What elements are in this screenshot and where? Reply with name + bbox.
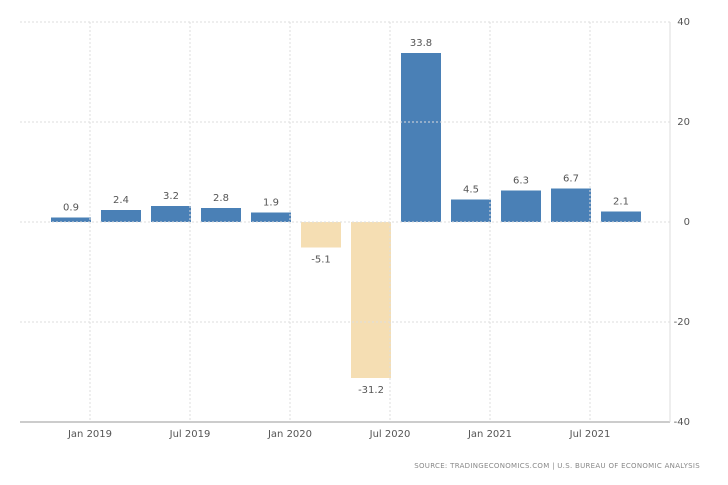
source: SOURCE: TRADINGECONOMICS.COM | U.S. BURE… (414, 462, 700, 470)
bar (51, 217, 91, 222)
value-label: 33.8 (410, 38, 432, 49)
x-tick-label: Jan 2019 (67, 429, 112, 440)
x-tick-label: Jul 2020 (369, 429, 411, 440)
bar (151, 206, 191, 222)
y-tick-label: 40 (677, 17, 690, 28)
bar (301, 222, 341, 248)
bar (251, 212, 291, 222)
value-label: 2.8 (213, 193, 229, 204)
x-tick-label: Jul 2021 (569, 429, 611, 440)
value-label: 4.5 (463, 185, 479, 196)
bar (351, 222, 391, 378)
bar (401, 53, 441, 222)
value-label: 6.3 (513, 176, 529, 187)
value-label: 1.9 (263, 198, 279, 209)
bar (101, 210, 141, 222)
value-label: 2.1 (613, 197, 629, 208)
value-label: 0.9 (63, 203, 79, 214)
bar (551, 188, 591, 222)
y-tick-label: -40 (674, 417, 690, 428)
bar (451, 199, 491, 222)
value-label: -31.2 (358, 385, 384, 396)
value-label: -5.1 (311, 255, 331, 266)
y-tick-label: 20 (677, 117, 690, 128)
x-tick-label: Jan 2021 (467, 429, 512, 440)
bar (601, 211, 641, 222)
bar (201, 208, 241, 222)
value-label: 6.7 (563, 174, 579, 185)
value-label: 2.4 (113, 195, 129, 206)
bar (501, 190, 541, 222)
value-label: 3.2 (163, 191, 179, 202)
y-tick-label: -20 (674, 317, 690, 328)
y-tick-label: 0 (684, 217, 690, 228)
x-tick-label: Jul 2019 (169, 429, 211, 440)
x-tick-label: Jan 2020 (267, 429, 312, 440)
